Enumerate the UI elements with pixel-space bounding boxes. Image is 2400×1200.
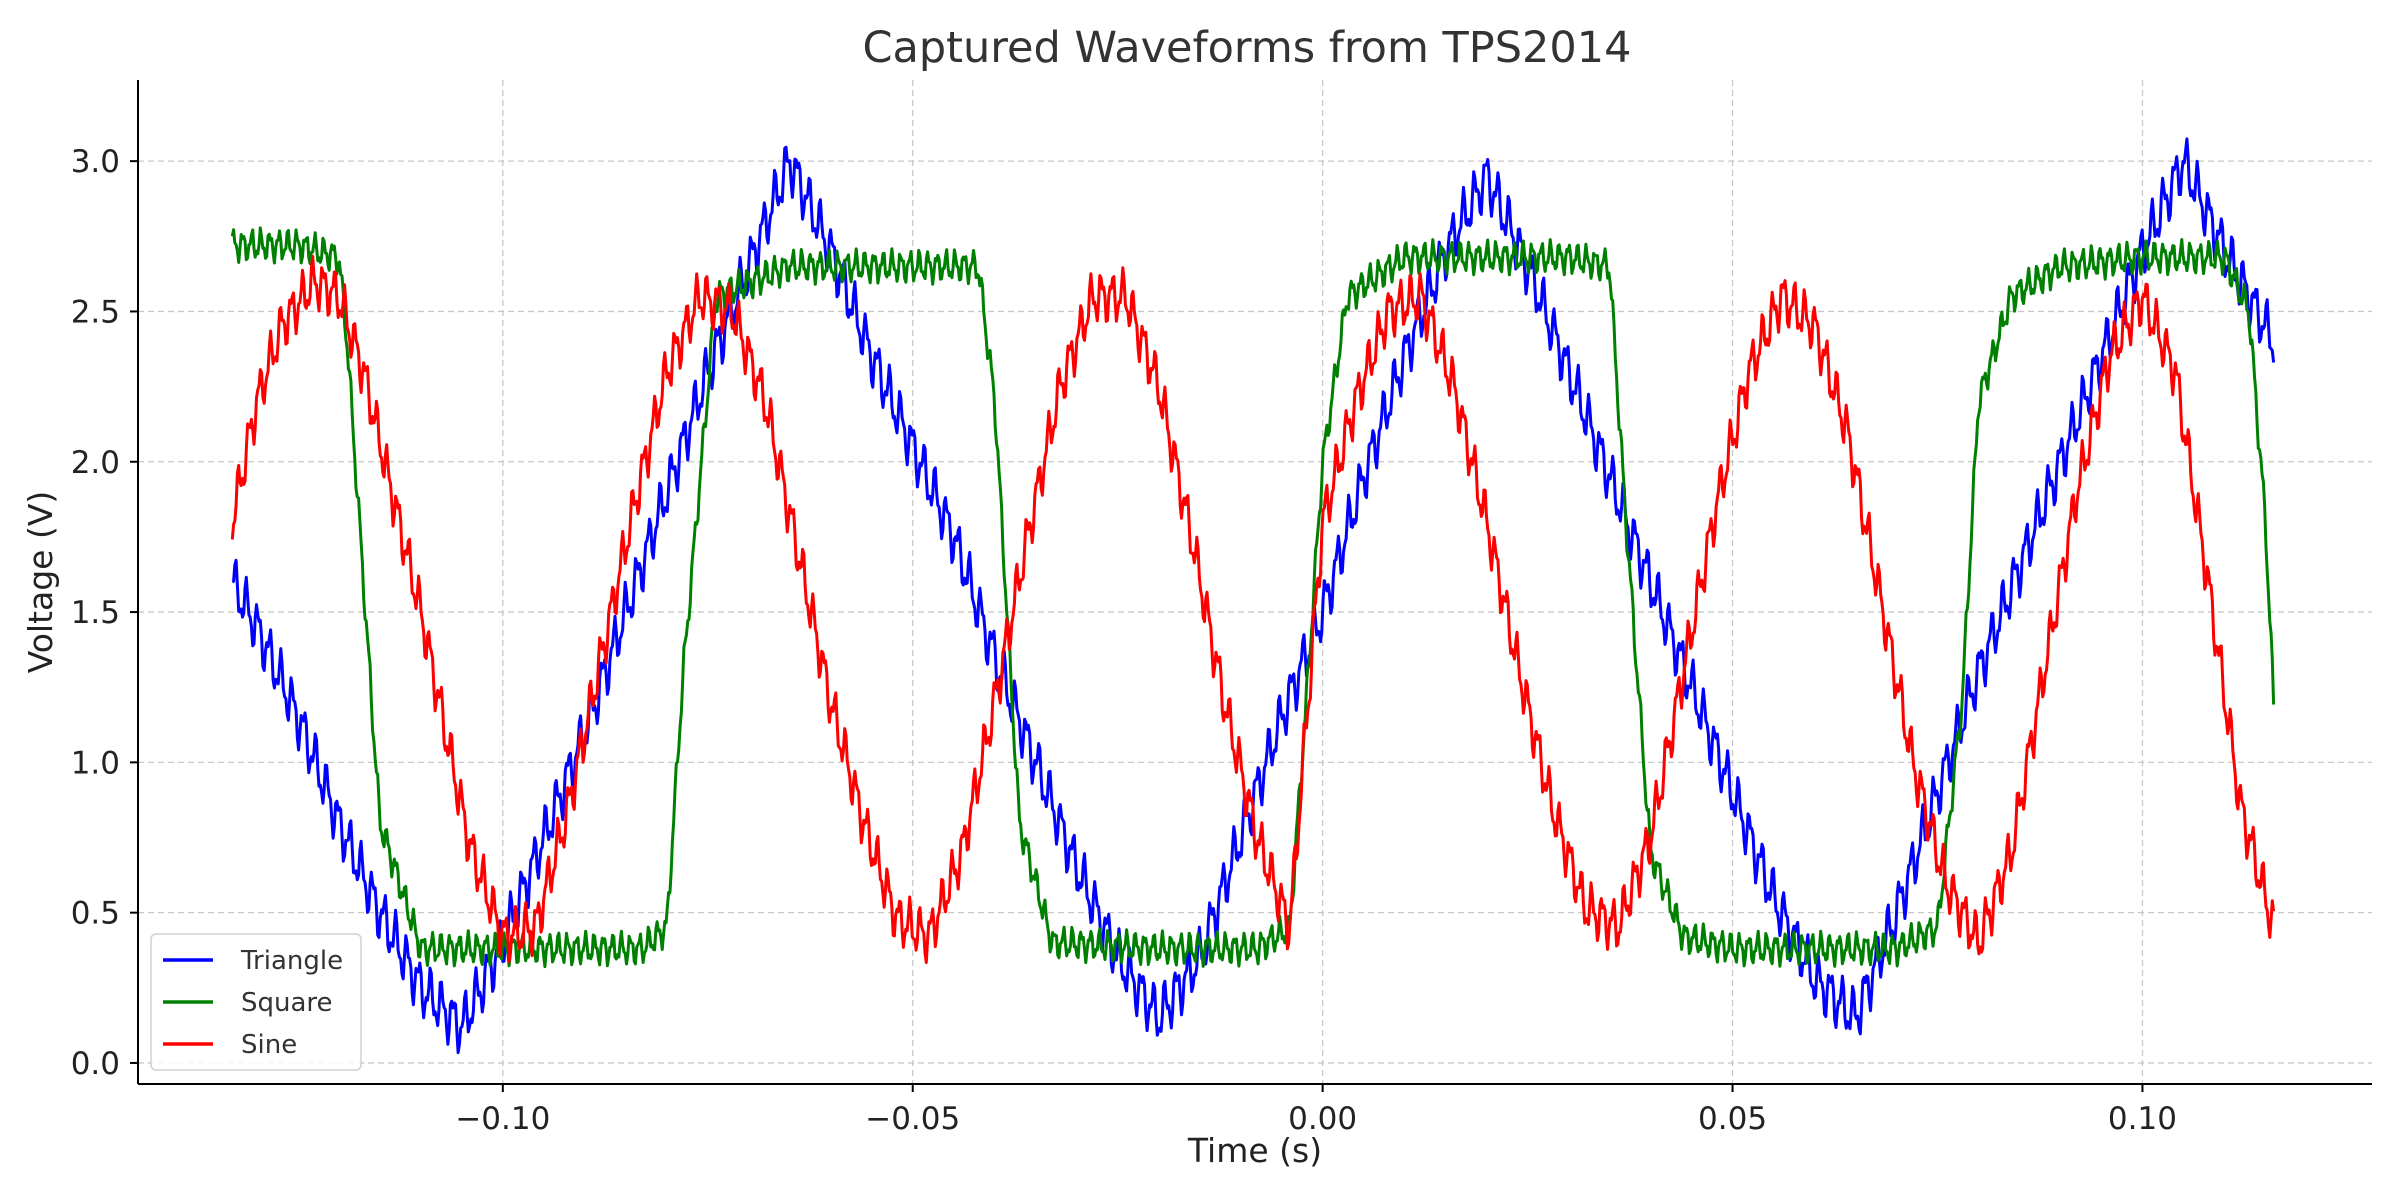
y-tick-label: 3.0	[71, 144, 120, 180]
x-tick-label: 0.05	[1698, 1101, 1767, 1137]
y-tick-label: 0.5	[71, 896, 120, 932]
y-tick-label: 0.0	[71, 1046, 120, 1082]
y-tick-label: 1.0	[71, 745, 120, 781]
y-tick-label: 2.5	[71, 294, 120, 330]
axes	[137, 80, 2372, 1085]
series-line-sine	[230, 255, 2276, 964]
legend-label-sine: Sine	[241, 1030, 297, 1060]
grid	[138, 80, 2372, 1084]
legend-label-triangle: Triangle	[240, 946, 343, 976]
x-tick-label: −0.10	[455, 1101, 550, 1137]
chart-title: Captured Waveforms from TPS2014	[863, 23, 1632, 73]
x-tick-label: 0.00	[1288, 1101, 1357, 1137]
series-line-square	[230, 226, 2276, 969]
x-tick-label: −0.05	[865, 1101, 960, 1137]
x-tick-label: 0.10	[2108, 1101, 2177, 1137]
y-tick-label: 1.5	[71, 595, 120, 631]
legend-box	[150, 933, 362, 1071]
y-axis-title: Voltage (V)	[21, 491, 60, 674]
legend-label-square: Square	[241, 988, 333, 1018]
x-axis-title: Time (s)	[1187, 1131, 1322, 1170]
legend: Triangle Square Sine	[150, 933, 362, 1071]
y-tick-label: 2.0	[71, 445, 120, 481]
series-group	[230, 137, 2276, 1055]
ticks: −0.10 −0.05 0.00 0.05 0.10 0.0 0.5 1.0 1.5 2.0 2.5…	[71, 144, 2177, 1137]
